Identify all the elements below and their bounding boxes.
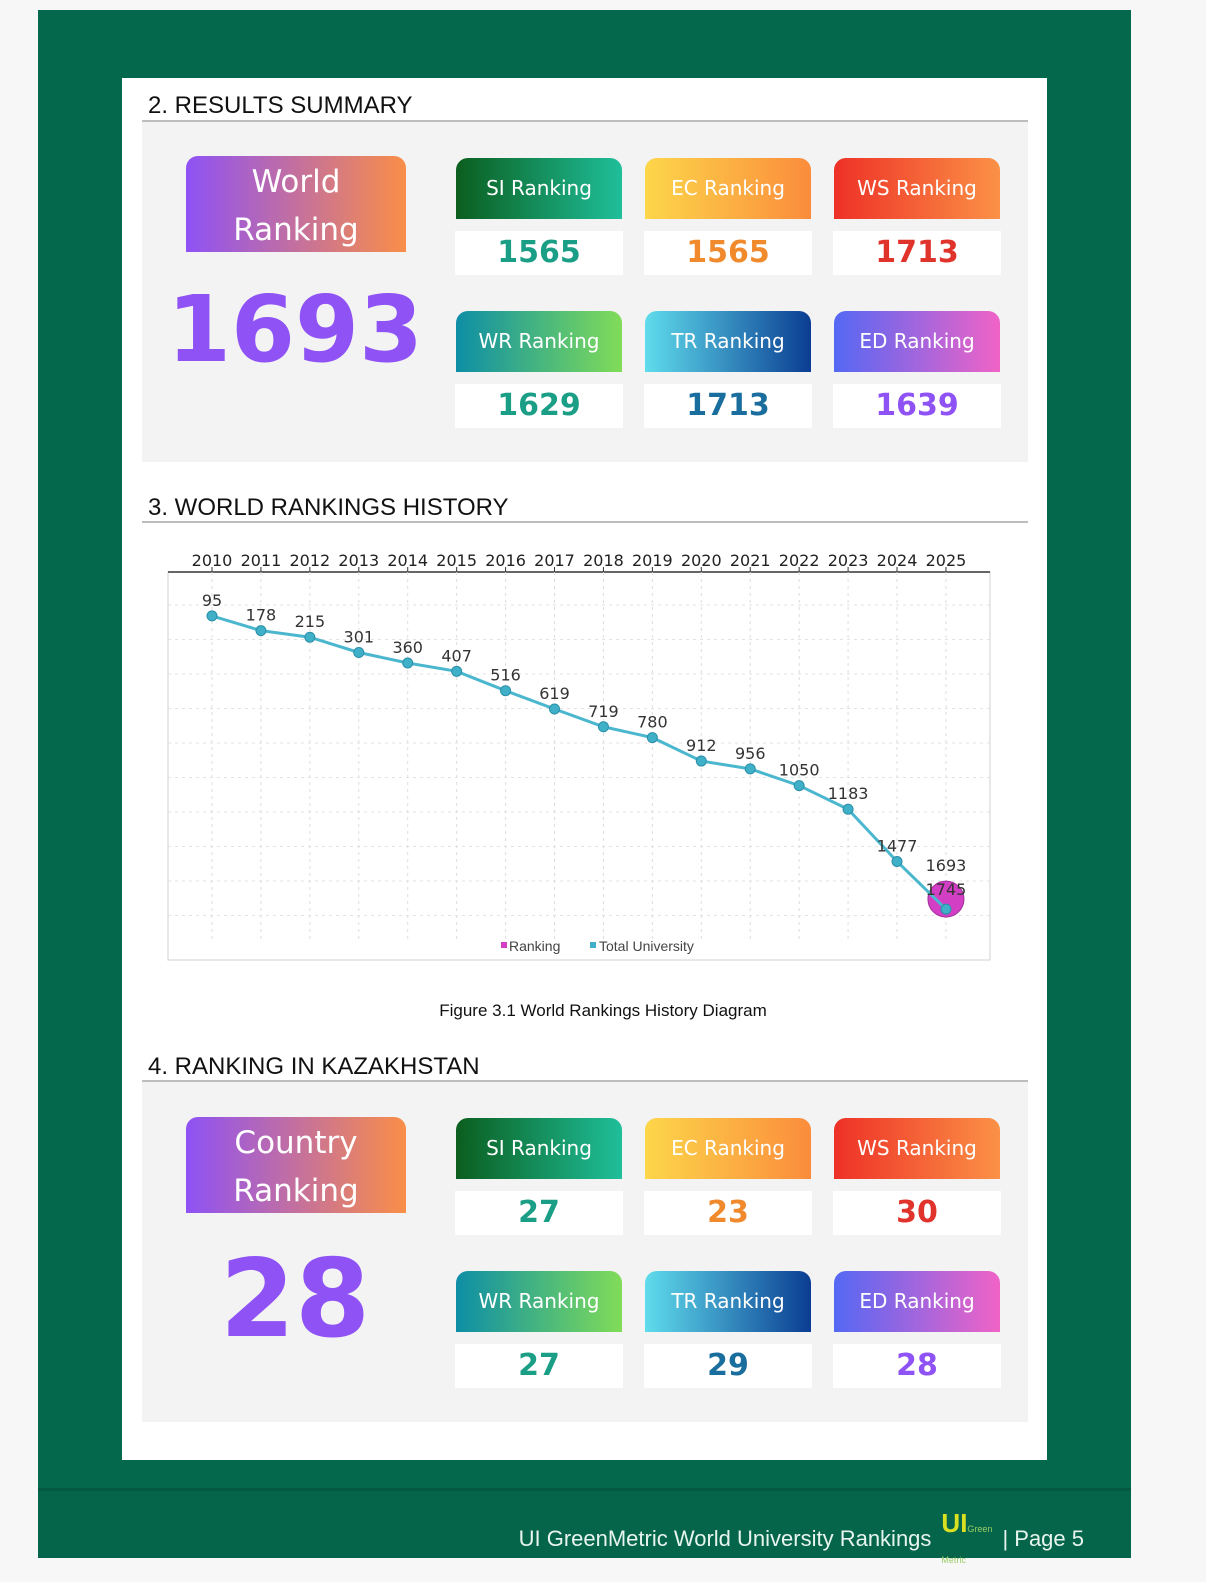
ranking-data-label: 215 xyxy=(295,612,326,631)
footer-title: UI GreenMetric World University Rankings xyxy=(518,1526,932,1551)
plot-area xyxy=(167,571,991,961)
ranking-data-label: 516 xyxy=(490,666,521,685)
ranking-data-label: 1183 xyxy=(828,784,869,803)
total-university-point xyxy=(927,880,965,918)
section-title-country: 4. RANKING IN KAZAKHSTAN xyxy=(148,1053,480,1080)
ec-ranking-value: 1565 xyxy=(644,231,812,275)
ec-ranking-value: 23 xyxy=(644,1191,812,1235)
ranking-point xyxy=(402,657,414,669)
ranking-point xyxy=(451,665,463,677)
ranking-data-label: 178 xyxy=(246,606,277,625)
x-tick-label: 2016 xyxy=(485,551,526,570)
ranking-data-label: 360 xyxy=(392,638,423,657)
country-ranking-value: 28 xyxy=(219,1237,371,1362)
wr-ranking-value: 27 xyxy=(455,1344,623,1388)
legend-total-university: Total University xyxy=(599,938,694,954)
legend-ranking: Ranking xyxy=(509,938,560,954)
x-tick-label: 2015 xyxy=(436,551,477,570)
ed-ranking-header: ED Ranking xyxy=(834,1271,1000,1332)
ed-ranking-value: 1639 xyxy=(833,384,1001,428)
section-title-history: 3. WORLD RANKINGS HISTORY xyxy=(148,494,509,521)
divider xyxy=(142,1080,1028,1082)
ranking-point xyxy=(304,631,316,643)
ranking-data-label: 912 xyxy=(686,736,717,755)
world-ranking-label: World Ranking xyxy=(186,156,406,252)
page-number: | Page 5 xyxy=(1002,1526,1084,1551)
x-tick-label: 2020 xyxy=(681,551,722,570)
world-ranking-value: 1693 xyxy=(166,276,424,383)
ranking-point xyxy=(500,685,512,697)
x-tick-label: 2013 xyxy=(338,551,379,570)
footer-band xyxy=(38,1488,1131,1558)
country-ranking-label: Country Ranking xyxy=(186,1117,406,1213)
si-ranking-value: 27 xyxy=(455,1191,623,1235)
si-ranking-header: SI Ranking xyxy=(456,1118,622,1179)
rankings-history-chart: 2010 2011 2012 2013 2014 2015 2016 2017 2018 2019… xyxy=(167,551,991,961)
x-tick-label: 2021 xyxy=(730,551,771,570)
x-tick-label: 2014 xyxy=(387,551,428,570)
ranking-data-label: 780 xyxy=(637,713,668,732)
ranking-point xyxy=(353,646,365,658)
ranking-point xyxy=(891,855,903,867)
ranking-point xyxy=(646,732,658,744)
divider xyxy=(142,120,1028,122)
x-tick-label: 2010 xyxy=(192,551,233,570)
section-title-results: 2. RESULTS SUMMARY xyxy=(148,92,413,119)
x-tick-label: 2023 xyxy=(828,551,869,570)
ranking-line xyxy=(211,614,947,911)
ranking-data-label: 619 xyxy=(539,684,570,703)
si-ranking-header: SI Ranking xyxy=(456,158,622,219)
wr-ranking-header: WR Ranking xyxy=(456,1271,622,1332)
ranking-data-label: 1050 xyxy=(779,761,820,780)
x-tick-label: 2019 xyxy=(632,551,673,570)
ranking-data-label: 95 xyxy=(202,591,222,610)
x-tick-label: 2011 xyxy=(241,551,282,570)
total-university-data-label: 1745 xyxy=(926,880,967,899)
ec-ranking-header: EC Ranking xyxy=(645,1118,811,1179)
ranking-point xyxy=(793,780,805,792)
figure-caption: Figure 3.1 World Rankings History Diagra… xyxy=(439,1001,767,1020)
ranking-point xyxy=(744,763,756,775)
ranking-data-label: 719 xyxy=(588,702,619,721)
footer: UI GreenMetric World University Rankings… xyxy=(519,1508,1084,1570)
ranking-data-label: 1477 xyxy=(877,836,918,855)
ed-ranking-value: 28 xyxy=(833,1344,1001,1388)
greenmetric-logo: UIGreen Metric xyxy=(941,1508,993,1565)
si-ranking-value: 1565 xyxy=(455,231,623,275)
ws-ranking-header: WS Ranking xyxy=(834,158,1000,219)
x-tick-label: 2025 xyxy=(926,551,967,570)
tr-ranking-header: TR Ranking xyxy=(645,1271,811,1332)
x-tick-label: 2012 xyxy=(290,551,331,570)
ranking-point xyxy=(695,755,707,767)
tr-ranking-header: TR Ranking xyxy=(645,311,811,372)
ranking-point xyxy=(940,903,952,915)
ranking-point xyxy=(206,610,218,622)
ws-ranking-value: 30 xyxy=(833,1191,1001,1235)
wr-ranking-header: WR Ranking xyxy=(456,311,622,372)
x-tick-label: 2017 xyxy=(534,551,575,570)
ranking-data-label: 1693 xyxy=(926,856,967,875)
ws-ranking-header: WS Ranking xyxy=(834,1118,1000,1179)
ranking-point xyxy=(842,803,854,815)
x-tick-label: 2022 xyxy=(779,551,820,570)
tr-ranking-value: 1713 xyxy=(644,384,812,428)
x-tick-label: 2024 xyxy=(877,551,918,570)
legend-total-swatch xyxy=(590,942,596,948)
ec-ranking-header: EC Ranking xyxy=(645,158,811,219)
ed-ranking-header: ED Ranking xyxy=(834,311,1000,372)
ws-ranking-value: 1713 xyxy=(833,231,1001,275)
x-tick-label: 2018 xyxy=(583,551,624,570)
ranking-data-label: 956 xyxy=(735,744,766,763)
ranking-point xyxy=(597,721,609,733)
divider xyxy=(142,521,1028,523)
ranking-data-label: 301 xyxy=(344,627,375,646)
legend-ranking-swatch xyxy=(501,942,507,948)
ranking-point xyxy=(255,625,267,637)
ranking-data-label: 407 xyxy=(441,646,472,665)
wr-ranking-value: 1629 xyxy=(455,384,623,428)
tr-ranking-value: 29 xyxy=(644,1344,812,1388)
ranking-point xyxy=(549,703,561,715)
